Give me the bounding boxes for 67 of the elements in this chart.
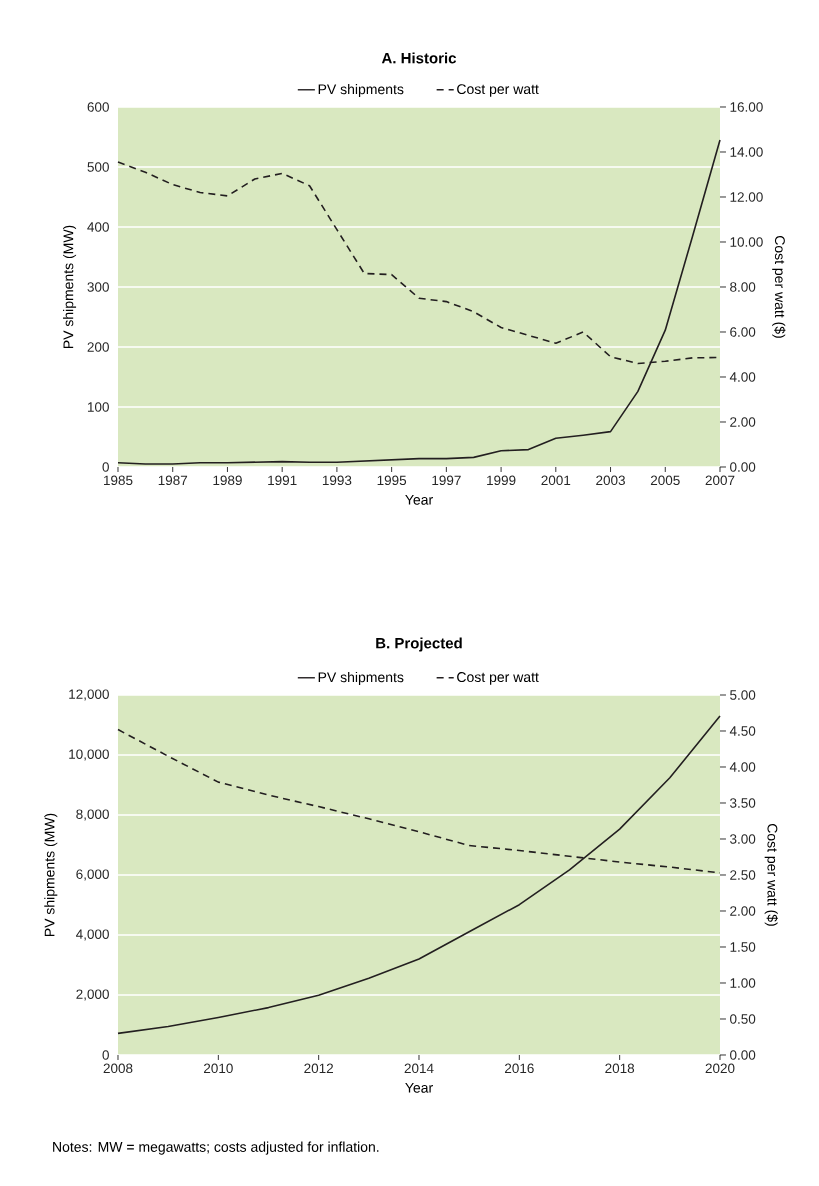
x-tick-label: 2014 [404, 1063, 434, 1074]
y2-tick-label: 0.00 [730, 1050, 756, 1060]
y-tick-label: 400 [87, 222, 109, 232]
x-tick-label: 2016 [504, 1063, 534, 1074]
y2-tick-label: 16.00 [730, 102, 763, 112]
x-tick-label: 2010 [203, 1063, 233, 1074]
y2-tick-label: 0.00 [730, 462, 756, 472]
chart-title: B. Projected [376, 637, 462, 652]
y-tick-label: 2,000 [76, 989, 109, 1001]
y-tick-label: 12,000 [69, 689, 109, 701]
text: Notes: MW = megawatts; costs adjusted for inflation. [53, 1141, 379, 1155]
y2-tick-label: 3.00 [730, 834, 756, 844]
x-tick-label: 2008 [103, 1063, 133, 1074]
y2-axis-title: Cost per watt ($) [764, 823, 778, 926]
y-axis-title: PV shipments (MW) [63, 225, 77, 349]
x-tick-label: 1985 [104, 475, 133, 486]
x-tick-label: 2007 [705, 475, 735, 486]
x-tick-label: 1999 [487, 475, 516, 486]
y2-tick-label: 8.00 [730, 282, 756, 292]
y2-tick-label: 1.50 [730, 942, 756, 952]
y2-tick-label: 14.00 [730, 147, 763, 157]
x-tick-label: 2001 [541, 475, 571, 486]
y2-tick-label: 4.00 [729, 372, 756, 382]
y-tick-label: 0 [102, 1050, 109, 1060]
y2-tick-label: 6.00 [730, 327, 756, 337]
y2-tick-label: 2.50 [730, 870, 756, 880]
y2-axis-title: Cost per watt ($) [772, 235, 786, 338]
y2-tick-label: 3.50 [730, 798, 756, 808]
y-tick-label: 10,000 [69, 749, 109, 761]
legend-label: Cost per watt [457, 84, 539, 97]
x-axis-title: Year [405, 494, 433, 505]
y2-tick-label: 2.00 [730, 417, 756, 427]
x-tick-label: 2018 [605, 1063, 635, 1074]
x-tick-label: 2012 [304, 1063, 333, 1074]
y-tick-label: 0 [102, 462, 109, 472]
chart-title: A. Historic [381, 52, 457, 64]
y-tick-label: 4,000 [76, 929, 109, 941]
x-tick-label: 1995 [377, 475, 407, 486]
y2-tick-label: 0.50 [730, 1014, 756, 1024]
y-axis-title: PV shipments (MW) [44, 813, 58, 937]
y2-tick-label: 5.00 [730, 690, 756, 700]
x-tick-label: 1993 [322, 475, 352, 486]
y2-tick-label: 2.00 [730, 906, 756, 916]
x-tick-label: 2020 [705, 1063, 735, 1074]
y2-tick-label: 1.00 [730, 978, 756, 988]
y-tick-label: 100 [87, 402, 109, 412]
y-tick-label: 300 [87, 282, 109, 292]
y-tick-label: 8,000 [76, 809, 109, 821]
x-tick-label: 1997 [432, 475, 461, 486]
x-tick-label: 2005 [650, 475, 680, 486]
legend-label: PV shipments [318, 671, 404, 685]
y2-tick-label: 4.00 [729, 762, 756, 772]
x-tick-label: 1987 [158, 475, 188, 486]
line-series [117, 715, 721, 1035]
x-tick-label: 1989 [213, 475, 242, 486]
x-axis-title: Year [405, 1082, 433, 1093]
x-tick-label: 2003 [596, 475, 625, 486]
y2-tick-label: 12.00 [730, 192, 763, 202]
y-tick-label: 6,000 [76, 869, 109, 881]
x-tick-label: 1991 [268, 475, 297, 486]
y2-tick-label: 10.00 [730, 237, 763, 247]
legend-label: PV shipments [318, 83, 404, 97]
y2-tick-label: 4.50 [729, 726, 756, 736]
y-tick-label: 500 [87, 162, 109, 172]
y-tick-label: 200 [87, 342, 109, 352]
legend-label: Cost per watt [457, 672, 539, 685]
y-tick-label: 600 [87, 102, 109, 112]
